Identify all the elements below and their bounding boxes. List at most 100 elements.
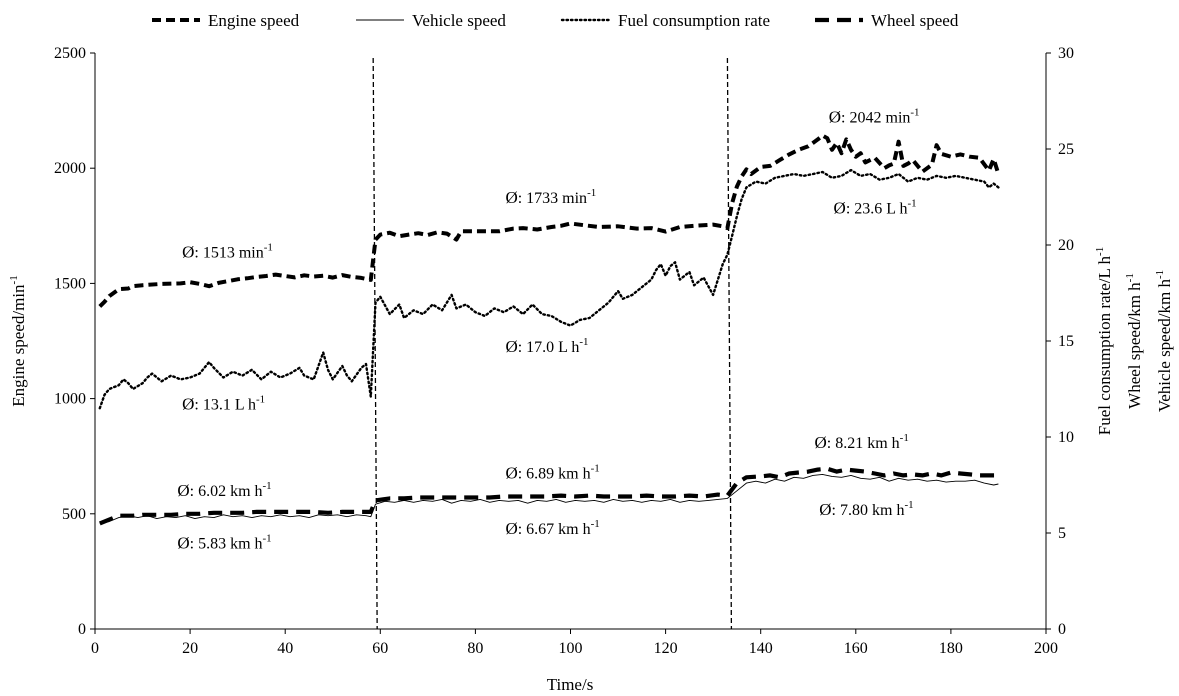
right-y-tick-label: 15 [1058,333,1074,350]
left-y-tick-label: 1000 [54,391,86,408]
left-y-axis-title: Engine speed/min-1 [8,275,28,406]
legend-label-vehicle-speed: Vehicle speed [412,11,506,30]
mean-symbol: Ø [834,199,846,218]
left-y-tick-label: 2500 [54,45,86,62]
mean-annotation-sup: -1 [264,241,273,253]
mean-annotation-text: : 5.83 km h [190,536,263,553]
mean-annotation: Ø: 6.89 km h-1 [505,462,599,482]
mean-annotation-text: : 7.80 km h [832,502,905,519]
phase-boundaries [372,57,733,630]
mean-annotation: Ø: 17.0 L h-1 [505,336,588,356]
mean-annotation-text: : 6.02 km h [190,483,263,500]
x-tick-label: 180 [939,640,963,657]
x-tick-label: 0 [91,640,99,657]
mean-annotation-sup: -1 [263,533,272,545]
mean-annotation: Ø: 23.6 L h-1 [834,198,917,218]
mean-annotation-text: : 13.1 L h [194,396,256,413]
series-wheel-speed-line [99,466,999,526]
mean-annotation-text: : 23.6 L h [846,201,908,218]
legend: Engine speed Vehicle speed Fuel consumptio… [152,11,959,30]
mean-symbol: Ø [177,534,189,553]
left-y-tick-label: 1500 [54,275,86,292]
mean-annotation-text: : 8.21 km h [827,435,900,452]
mean-annotation: Ø: 1513 min-1 [182,241,273,261]
x-tick-label: 100 [559,640,583,657]
right-y-tick-label: 5 [1058,525,1066,542]
mean-annotation-sup: -1 [900,432,909,444]
mean-annotation-sup: -1 [263,480,272,492]
right-y-tick-label: 0 [1058,621,1066,638]
right-y-axis-title-3: Vehicle speed/km h-1 [1154,270,1174,412]
mean-annotation: Ø: 8.21 km h-1 [815,432,909,452]
mean-annotation-text: : 1733 min [518,190,587,207]
mean-symbol: Ø [505,519,517,538]
mean-annotation: Ø: 2042 min-1 [829,107,920,127]
mean-symbol: Ø [815,433,827,452]
annotations: Ø: 1513 min-1Ø: 1733 min-1Ø: 2042 min-1Ø… [177,107,919,553]
mean-annotation: Ø: 1733 min-1 [505,187,596,207]
mean-annotation: Ø: 5.83 km h-1 [177,533,271,553]
right-y-axis-title-1: Fuel consumption rate/L h-1 [1094,247,1114,435]
mean-annotation-text: : 17.0 L h [518,339,580,356]
x-tick-label: 40 [277,640,293,657]
mean-annotation-text: : 6.89 km h [518,465,591,482]
left-y-tick-label: 500 [62,506,86,523]
series-layer [98,133,1001,526]
mean-symbol: Ø [182,394,194,413]
mean-annotation-sup: -1 [256,393,265,405]
right-y-axis-title-text: Vehicle speed/km h [1155,279,1174,413]
right-y-tick-label: 25 [1058,141,1074,158]
right-y-axis-title-sup: -1 [1124,273,1136,282]
right-y-tick-label: 10 [1058,429,1074,446]
right-y-tick-label: 20 [1058,237,1074,254]
mean-annotation: Ø: 6.67 km h-1 [505,518,599,538]
series-fuel-consumption-rate-line [98,168,1000,410]
mean-annotation: Ø: 13.1 L h-1 [182,393,265,413]
legend-label-fuel-consumption-rate: Fuel consumption rate [618,11,770,30]
mean-annotation-sup: -1 [587,187,596,199]
x-tick-label: 140 [749,640,773,657]
x-tick-label: 80 [467,640,483,657]
right-y-axis-title-text: Wheel speed/km h [1125,282,1144,409]
left-y-tick-label: 0 [78,621,86,638]
right-y-axis-title-text: Fuel consumption rate/L h [1095,255,1114,435]
right-y-axis-title-sup: -1 [1154,270,1166,279]
mean-symbol: Ø [182,242,194,261]
mean-annotation-sup: -1 [910,107,919,119]
mean-symbol: Ø [829,108,841,127]
mean-annotation-text: : 1513 min [194,244,263,261]
mean-annotation: Ø: 7.80 km h-1 [819,499,913,519]
x-tick-label: 120 [654,640,678,657]
left-y-tick-label: 2000 [54,160,86,177]
mean-symbol: Ø [505,337,517,356]
mean-annotation-sup: -1 [907,198,916,210]
phase-boundary-line [372,57,378,630]
mean-symbol: Ø [505,463,517,482]
mean-symbol: Ø [177,481,189,500]
right-y-axis-title-sup: -1 [1094,247,1106,256]
x-tick-label: 200 [1034,640,1058,657]
mean-annotation-sup: -1 [591,462,600,474]
series-vehicle-speed-line [99,473,999,524]
right-y-axis-title-2: Wheel speed/km h-1 [1124,273,1144,409]
mean-annotation-text: : 2042 min [841,110,910,127]
series-engine-speed-line [98,133,1001,308]
right-y-tick-label: 30 [1058,45,1074,62]
x-axis-title: Time/s [547,675,594,694]
mean-annotation-sup: -1 [579,336,588,348]
legend-label-engine-speed: Engine speed [208,11,300,30]
phase-boundary-line [726,57,733,630]
mean-symbol: Ø [819,500,831,519]
legend-label-wheel-speed: Wheel speed [871,11,959,30]
left-y-axis-title-sup: -1 [8,275,20,284]
axis-titles: Time/s Engine speed/min-1 [8,275,593,694]
mean-symbol: Ø [505,188,517,207]
mean-annotation-sup: -1 [904,499,913,511]
mean-annotation-sup: -1 [591,518,600,530]
mean-annotation: Ø: 6.02 km h-1 [177,480,271,500]
left-y-axis-title-text: Engine speed/min [9,284,28,407]
x-tick-label: 60 [372,640,388,657]
ticks: 0 20 40 60 80 100 120 140 160 180 2000500100015002… [54,45,1074,657]
